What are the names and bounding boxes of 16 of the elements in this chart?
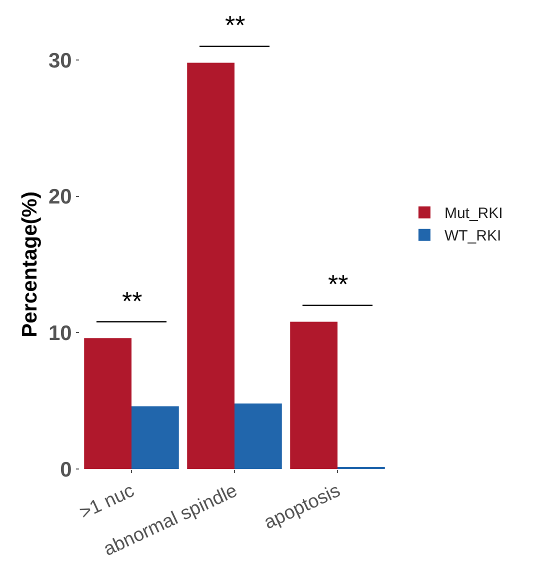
annotation: ** <box>122 286 142 316</box>
legend-label: Mut_RKI <box>444 205 503 222</box>
legend-label: WT_RKI <box>444 228 502 245</box>
y-tick-label: 0 <box>60 458 72 482</box>
bar <box>290 322 338 469</box>
text: ** <box>225 10 246 40</box>
bar <box>234 404 282 469</box>
bar <box>187 62 234 469</box>
y-tick-label: 10 <box>48 322 72 346</box>
y-tick-label: 20 <box>48 186 72 209</box>
bar <box>132 406 179 469</box>
x-tick-label: >1 nuc <box>76 480 138 524</box>
annotation: ** <box>328 269 348 299</box>
y-axis-title: Percentage(%) <box>18 192 42 338</box>
y-tick-label: 30 <box>48 49 72 72</box>
bar <box>84 338 132 469</box>
